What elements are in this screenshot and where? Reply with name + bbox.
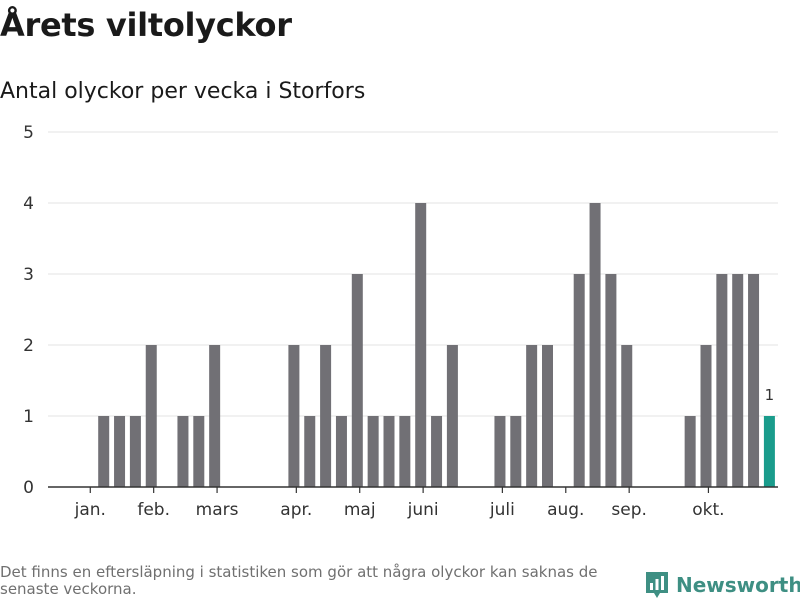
x-tick-label: mars xyxy=(196,500,239,520)
newsworthy-logo-icon xyxy=(646,572,668,598)
footnote: Det finns en eftersläpning i statistiken… xyxy=(0,563,598,598)
bar xyxy=(129,416,141,487)
bar xyxy=(320,345,332,487)
x-tick-label: sep. xyxy=(611,500,647,520)
bar xyxy=(446,345,458,487)
x-tick-label: juli xyxy=(489,500,515,520)
bar xyxy=(732,274,744,487)
x-tick-label: apr. xyxy=(280,500,312,520)
chart-subtitle: Antal olyckor per vecka i Storfors xyxy=(0,79,366,104)
x-tick-label: maj xyxy=(344,500,376,520)
bar xyxy=(494,416,506,487)
bar xyxy=(700,345,712,487)
y-tick-label: 0 xyxy=(23,478,34,498)
x-tick-label: aug. xyxy=(547,500,584,520)
bar-data-label: 1 xyxy=(765,386,775,404)
y-tick-label: 2 xyxy=(23,336,34,356)
bar xyxy=(573,274,585,487)
y-tick-label: 3 xyxy=(23,265,34,285)
bar xyxy=(145,345,157,487)
bar xyxy=(288,345,300,487)
bar xyxy=(716,274,728,487)
x-tick-label: feb. xyxy=(137,500,170,520)
bar xyxy=(114,416,126,487)
y-tick-label: 1 xyxy=(23,407,34,427)
bar xyxy=(510,416,522,487)
x-tick-label: jan. xyxy=(74,500,106,520)
bar-highlight xyxy=(763,416,775,487)
y-tick-label: 5 xyxy=(23,123,34,143)
bar xyxy=(542,345,553,487)
bar xyxy=(304,416,316,487)
bar xyxy=(193,416,205,487)
y-tick-label: 4 xyxy=(23,194,34,214)
bar xyxy=(589,203,601,487)
bar xyxy=(399,416,411,487)
bar xyxy=(177,416,189,487)
bar xyxy=(335,416,347,487)
bar xyxy=(209,345,221,487)
bar xyxy=(431,416,443,487)
bars: 1 xyxy=(98,203,775,487)
x-axis-ticks: jan. feb. mars apr. maj juni juli aug. sep. okt. xyxy=(74,487,725,520)
chart-title: Årets viltolyckor xyxy=(0,6,292,44)
x-tick-label: juni xyxy=(407,500,439,520)
bar xyxy=(98,416,110,487)
bar xyxy=(605,274,617,487)
gridlines xyxy=(48,131,778,417)
bar xyxy=(415,203,427,487)
bar xyxy=(367,416,379,487)
bar xyxy=(351,274,363,487)
y-axis-ticks: 0 1 2 3 4 5 xyxy=(23,123,34,498)
brand-name: Newsworthy xyxy=(676,573,800,597)
bar xyxy=(526,345,538,487)
bar xyxy=(684,416,696,487)
x-tick-label: okt. xyxy=(692,500,724,520)
bar xyxy=(621,345,633,487)
brand-logo[interactable]: Newsworthy xyxy=(644,569,800,601)
bar xyxy=(748,274,760,487)
bar xyxy=(383,416,395,487)
bar-chart: 0 1 2 3 4 5 1 jan. feb. mars apr. maj juni juli aug.… xyxy=(23,123,778,520)
